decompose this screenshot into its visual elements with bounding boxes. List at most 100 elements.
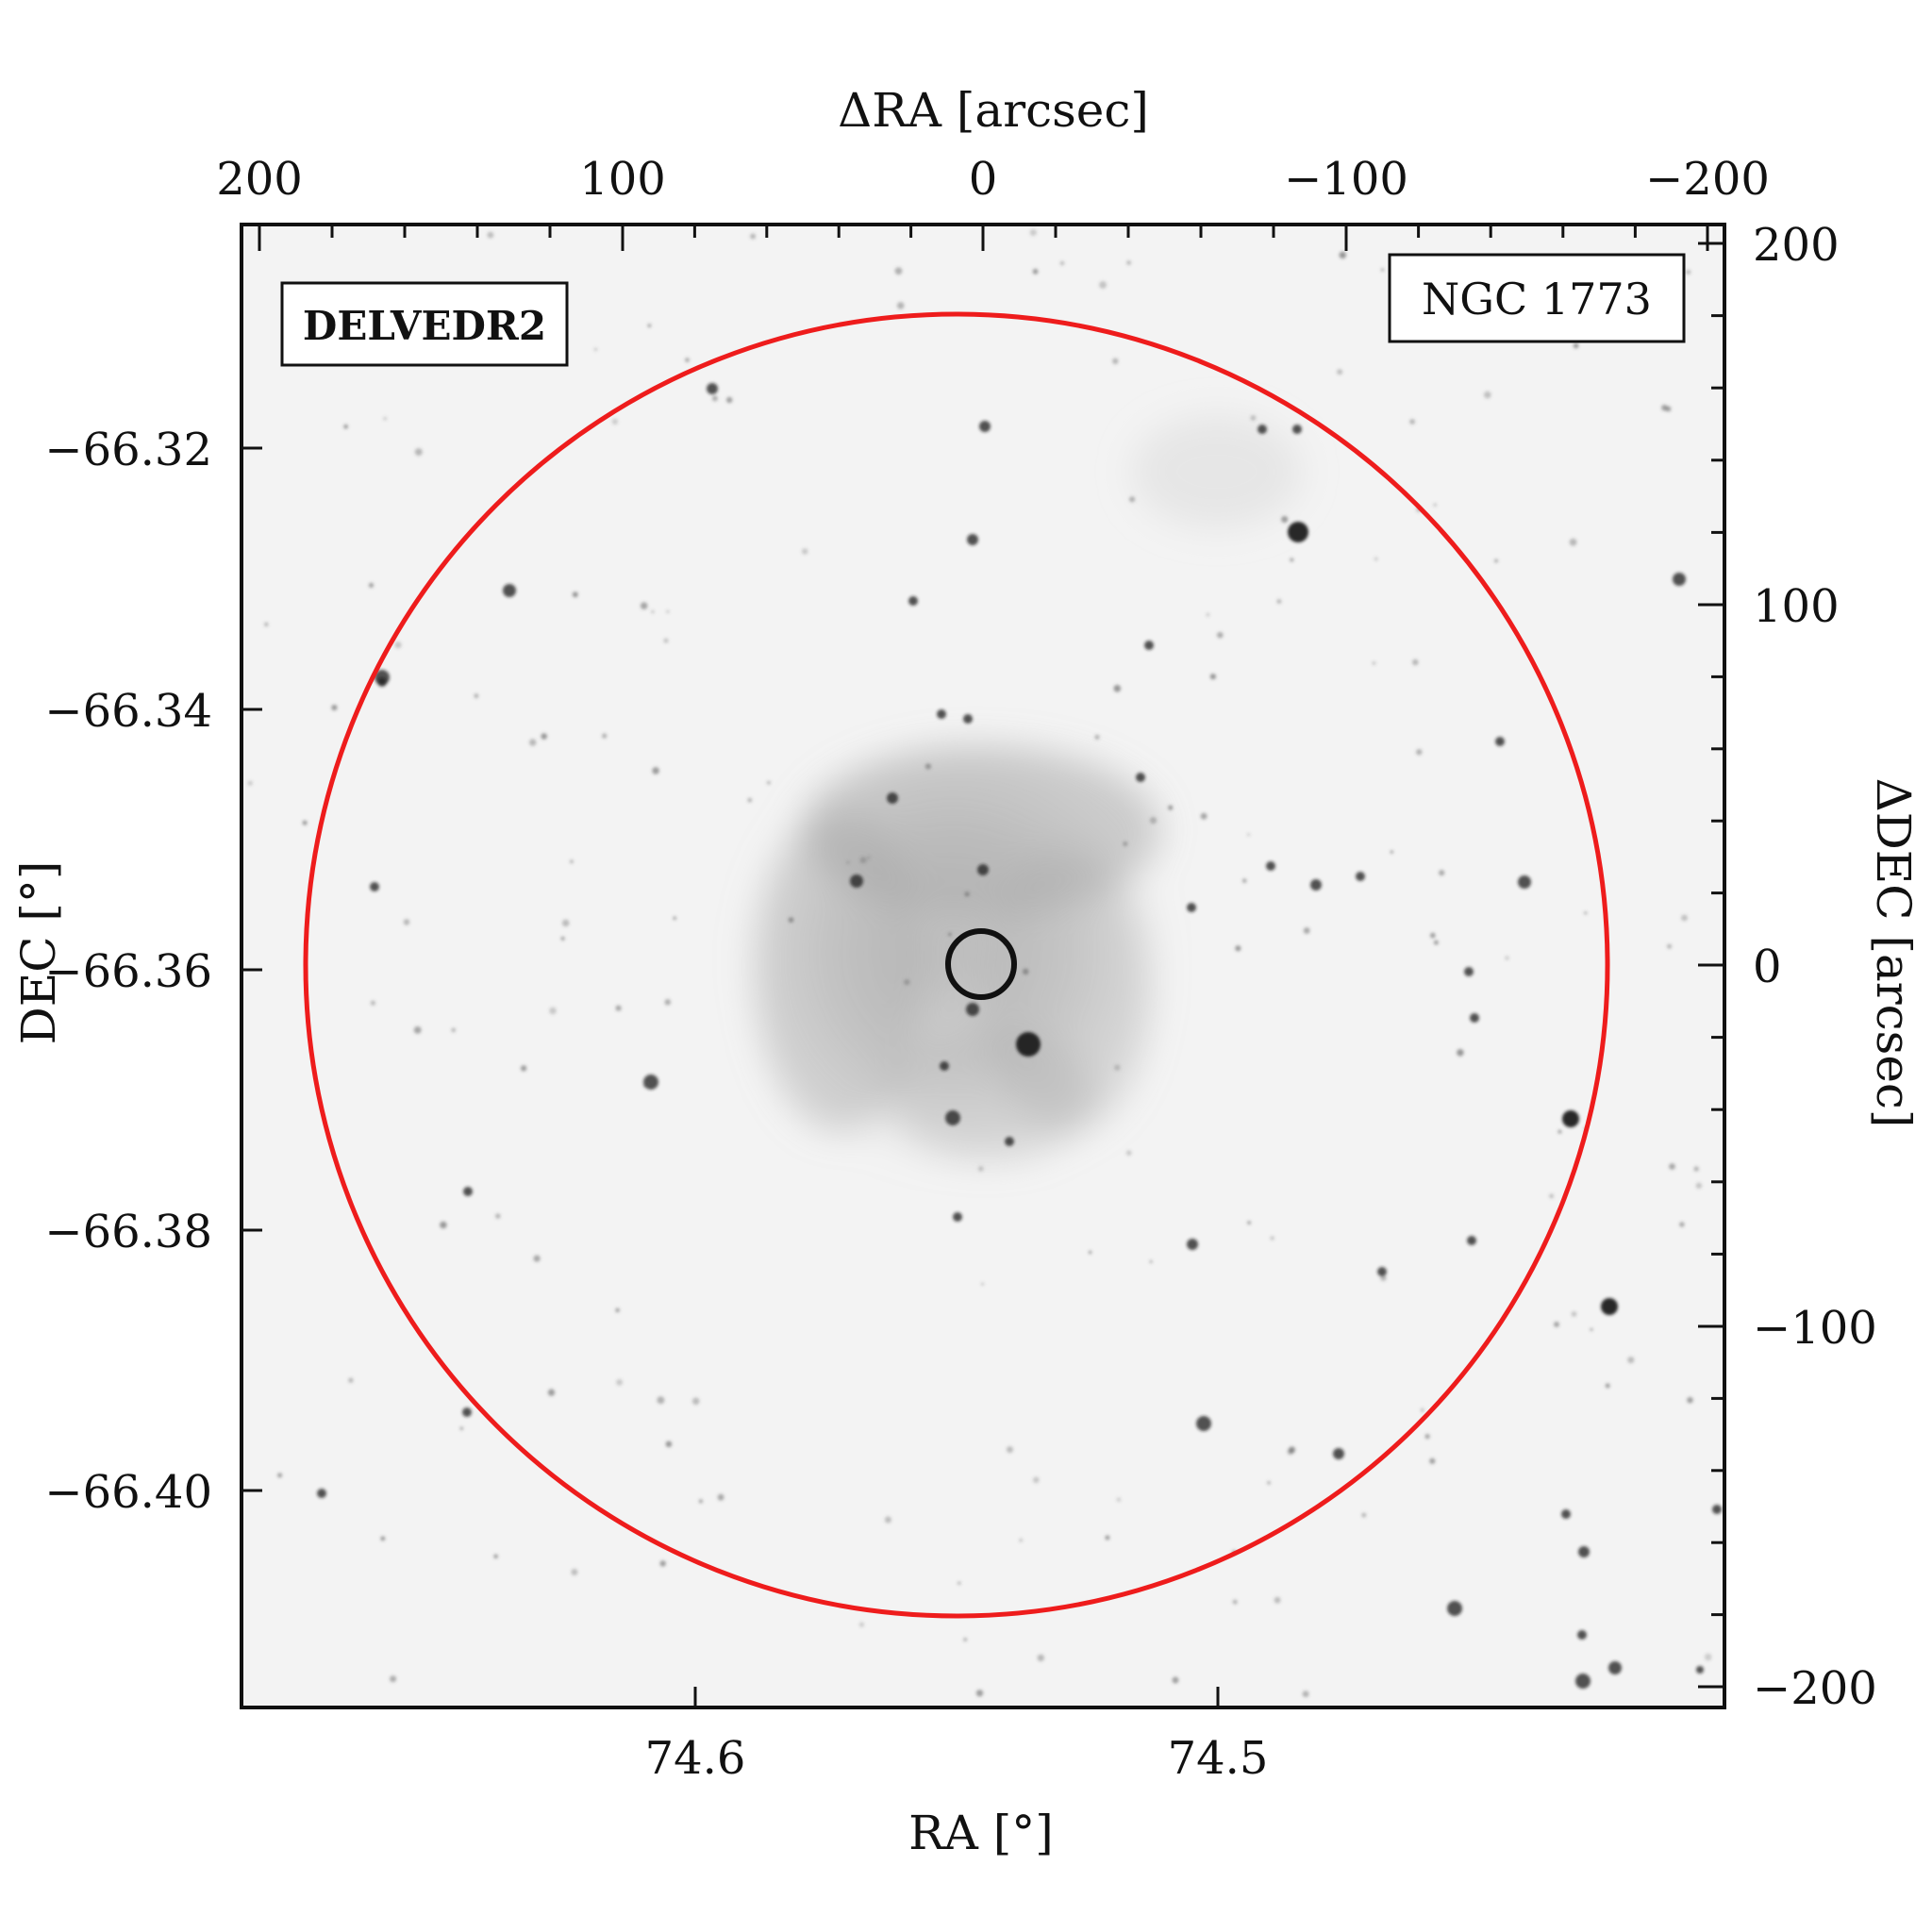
faint-star xyxy=(593,347,598,352)
faint-star xyxy=(1704,1653,1712,1661)
faint-star xyxy=(459,1426,464,1430)
faint-star xyxy=(1235,945,1241,952)
faint-star xyxy=(1457,1049,1464,1057)
faint-star xyxy=(602,733,608,739)
faint-star xyxy=(1337,369,1343,375)
faint-star xyxy=(615,1307,620,1313)
faint-star xyxy=(1695,1182,1703,1190)
faint-star xyxy=(1149,1259,1153,1263)
faint-star xyxy=(264,622,269,627)
star xyxy=(1377,1267,1387,1276)
faint-star xyxy=(981,1282,984,1286)
faint-star xyxy=(487,231,494,239)
faint-star xyxy=(1667,943,1673,949)
star xyxy=(1144,641,1154,650)
survey-label: DELVEDR2 xyxy=(303,303,546,349)
faint-star xyxy=(640,602,648,609)
faint-star xyxy=(541,733,547,740)
right-tick-label: 100 xyxy=(1753,580,1840,633)
faint-star xyxy=(673,916,676,921)
faint-star xyxy=(666,609,670,613)
faint-star xyxy=(1661,405,1668,411)
faint-star xyxy=(1250,415,1257,421)
faint-star xyxy=(1433,503,1437,507)
star xyxy=(1310,879,1322,891)
faint-star xyxy=(698,1499,704,1504)
faint-star xyxy=(520,1065,527,1072)
star xyxy=(1187,903,1196,912)
faint-star xyxy=(1232,1599,1238,1605)
faint-star xyxy=(440,1221,447,1229)
faint-star xyxy=(493,1554,498,1559)
star xyxy=(1136,773,1145,782)
faint-star xyxy=(1372,661,1376,665)
faint-star xyxy=(1022,968,1029,975)
bottom-axis: 74.6 74.5 RA [°] xyxy=(645,1732,1269,1860)
faint-star xyxy=(571,1569,578,1575)
faint-star xyxy=(1113,685,1122,692)
faint-star xyxy=(975,1690,984,1697)
bottom-axis-label: RA [°] xyxy=(908,1806,1054,1860)
star xyxy=(979,421,991,432)
faint-star xyxy=(1241,878,1247,883)
faint-star xyxy=(1149,816,1158,824)
faint-star xyxy=(348,1377,354,1383)
faint-star xyxy=(1172,1676,1179,1684)
faint-star xyxy=(547,1389,556,1396)
faint-star xyxy=(1390,850,1393,854)
faint-star xyxy=(368,582,375,589)
faint-star xyxy=(766,780,772,785)
faint-star xyxy=(1032,268,1039,275)
faint-star xyxy=(664,999,672,1006)
faint-star xyxy=(1627,1357,1635,1364)
center-marker-circle xyxy=(945,928,1017,1000)
right-tick-label: 200 xyxy=(1753,219,1840,272)
star xyxy=(940,1061,949,1071)
star-field xyxy=(247,228,1722,1698)
star xyxy=(462,1407,472,1417)
faint-star xyxy=(647,324,652,327)
faint-star xyxy=(1409,419,1415,425)
faint-star xyxy=(717,1493,724,1501)
top-tick-label: 200 xyxy=(216,153,303,206)
star xyxy=(977,864,989,875)
faint-star xyxy=(1374,557,1378,561)
faint-star xyxy=(977,1166,984,1172)
faint-star xyxy=(1420,1407,1424,1412)
faint-star xyxy=(1554,1322,1559,1327)
faint-star xyxy=(1303,927,1310,934)
star xyxy=(1518,875,1531,889)
faint-star xyxy=(894,267,903,275)
faint-star xyxy=(414,448,423,457)
faint-star xyxy=(390,1675,397,1683)
star xyxy=(1696,1666,1704,1674)
star xyxy=(1561,1509,1571,1519)
faint-star xyxy=(1430,932,1436,939)
faint-star xyxy=(750,233,757,240)
faint-star xyxy=(1059,260,1065,266)
faint-star xyxy=(1416,749,1423,756)
faint-star xyxy=(1505,956,1509,960)
survey-aperture-circle xyxy=(303,311,1610,1619)
faint-star xyxy=(1361,1512,1367,1518)
top-tick-label: 100 xyxy=(579,153,666,206)
faint-star xyxy=(1380,1274,1387,1281)
faint-star xyxy=(1126,260,1131,265)
faint-star xyxy=(1168,805,1174,810)
faint-star xyxy=(958,1581,961,1585)
faint-star xyxy=(560,936,565,941)
faint-star xyxy=(651,609,655,614)
star xyxy=(1467,1236,1476,1245)
faint-star xyxy=(370,1000,375,1006)
star xyxy=(1196,1416,1211,1431)
faint-star xyxy=(1573,342,1579,349)
faint-star xyxy=(657,1396,665,1405)
faint-star xyxy=(277,1473,283,1478)
faint-star xyxy=(948,932,952,937)
faint-star xyxy=(1206,612,1210,617)
faint-star xyxy=(1105,1535,1110,1541)
faint-star xyxy=(1276,599,1282,604)
star xyxy=(967,534,978,545)
faint-star xyxy=(1116,1497,1122,1502)
